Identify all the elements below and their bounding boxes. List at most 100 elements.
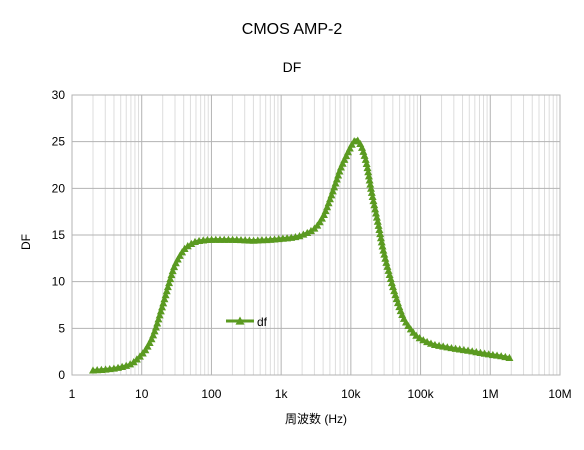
series-marker-df [360,151,369,159]
series-marker-df [372,213,381,221]
x-tick-label: 1k [275,387,289,401]
series-marker-df [376,234,385,242]
series-marker-df [377,238,386,246]
series-marker-df [303,228,312,237]
series-marker-df [321,206,330,215]
series-marker-df [156,307,165,315]
series-marker-df [143,342,152,350]
series-marker-df [367,188,376,196]
series-marker-df [155,311,164,319]
series-marker-df [378,242,387,250]
series-marker-df [154,315,163,323]
series-marker-df [369,196,378,205]
series-marker-df [173,255,182,263]
series-marker-df [344,148,353,156]
series-marker-df [160,295,169,303]
x-tick-label: 10 [135,387,149,401]
series-marker-df [379,246,388,254]
series-marker-df [370,201,379,209]
y-axis-ticks: 0 5 10 15 20 25 30 [52,88,66,382]
series-marker-df [330,183,339,191]
series-marker-df [170,262,179,271]
series-marker-df [363,163,372,172]
series-marker-df [327,191,336,199]
series-marker-df [374,221,383,229]
y-tick-label: 15 [52,228,66,242]
series-marker-df [147,335,156,343]
series-marker-df [187,239,196,247]
legend: df [226,315,268,329]
series-marker-df [380,250,389,258]
x-tick-label: 100 [201,387,221,401]
series-marker-df [390,286,399,295]
series-marker-df [338,159,347,167]
y-tick-label: 0 [58,368,65,382]
grid [71,94,561,376]
series-marker-df [384,266,393,274]
series-marker-df [317,214,326,222]
x-tick-label: 10k [341,387,361,401]
series-marker-df [382,258,391,266]
series-marker-df [381,254,390,262]
series-marker-df [376,229,385,238]
series-marker-df [364,172,373,180]
series-marker-df [158,303,167,311]
series-marker-df [153,319,162,327]
series-marker-df [332,175,341,183]
x-tick-label: 1 [69,387,76,401]
series-marker-df [373,217,382,225]
series-marker-df [364,168,373,176]
series-marker-df [328,187,337,195]
chart-title: CMOS AMP-2 [242,21,343,38]
series-marker-df [375,225,384,233]
series-marker-df [372,209,381,217]
series-marker-df [371,205,380,213]
series-marker-df [162,287,171,295]
legend-label-df: df [257,315,268,329]
series-marker-df [165,278,174,287]
series-marker-df [159,299,168,307]
series-marker-df [361,155,370,163]
series-marker-df [126,360,135,368]
series-marker-df [145,338,154,346]
series-marker-df [387,278,396,287]
legend-marker-df [235,316,245,325]
series-marker-df [326,195,335,203]
series-layer [88,136,514,374]
series-marker-df [388,282,397,291]
series-marker-df [340,155,349,163]
y-tick-label: 5 [58,321,65,335]
series-marker-df [168,266,177,275]
series-marker-df [335,167,344,175]
series-marker-df [383,262,392,270]
y-tick-label: 10 [52,275,66,289]
x-tick-label: 10M [548,387,571,401]
series-marker-df [151,323,160,331]
series-marker-df [183,242,192,250]
series-marker-df [334,171,343,179]
series-marker-df [171,259,180,267]
series-marker-df [367,184,376,192]
series-marker-df [385,270,394,278]
series-marker-df [319,210,328,218]
x-tick-label: 1M [482,387,499,401]
series-marker-df [167,270,176,279]
chart-subtitle: DF [283,59,302,75]
series-marker-df [505,353,514,361]
series-marker-df [368,192,377,201]
y-tick-label: 20 [52,181,66,195]
series-marker-df [149,331,158,339]
series-marker-df [366,180,375,188]
series-marker-df [306,226,315,235]
x-axis-label: 周波数 (Hz) [285,411,347,426]
x-tick-label: 100k [408,387,435,401]
series-marker-df [331,179,340,187]
x-axis-ticks: 1 10 100 1k 10k 100k 1M 10M [69,387,572,401]
series-marker-df [345,144,354,152]
series-marker-df [161,291,170,299]
series-marker-df [386,274,395,283]
series-marker-df [342,151,351,160]
series-marker-df [166,274,175,283]
